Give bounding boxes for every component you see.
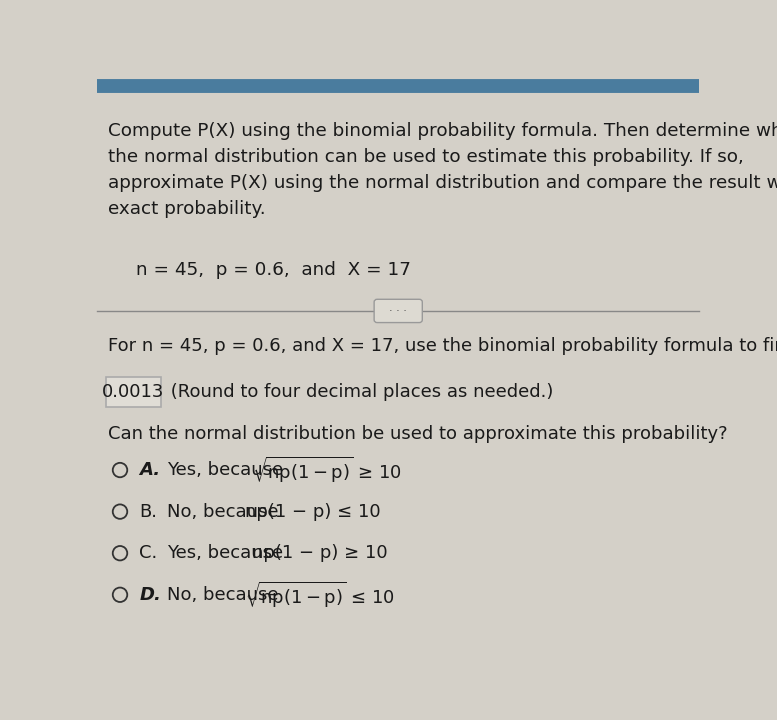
Text: Can the normal distribution be used to approximate this probability?: Can the normal distribution be used to a… <box>108 425 727 443</box>
Text: Yes, because: Yes, because <box>167 461 289 479</box>
Text: n = 45,  p = 0.6,  and  X = 17: n = 45, p = 0.6, and X = 17 <box>136 261 411 279</box>
Text: B.: B. <box>139 503 157 521</box>
FancyBboxPatch shape <box>375 300 423 323</box>
Text: np(1 − p) ≤ 10: np(1 − p) ≤ 10 <box>245 503 381 521</box>
Text: (Round to four decimal places as needed.): (Round to four decimal places as needed.… <box>166 384 553 402</box>
Text: $\sqrt{\mathsf{np(1-p)}}$ ≥ 10: $\sqrt{\mathsf{np(1-p)}}$ ≥ 10 <box>252 455 401 485</box>
Text: Yes, because: Yes, because <box>167 544 289 562</box>
Text: For n = 45, p = 0.6, and X = 17, use the binomial probability formula to find P(: For n = 45, p = 0.6, and X = 17, use the… <box>108 337 777 355</box>
FancyBboxPatch shape <box>106 377 161 408</box>
Text: Compute P(X) using the binomial probability formula. Then determine whether
the : Compute P(X) using the binomial probabil… <box>108 122 777 217</box>
Text: np(1 − p) ≥ 10: np(1 − p) ≥ 10 <box>252 544 387 562</box>
Text: 0.0013: 0.0013 <box>103 384 165 402</box>
Text: No, because: No, because <box>167 503 284 521</box>
Text: · · ·: · · · <box>389 306 407 316</box>
Text: No, because: No, because <box>167 586 284 604</box>
Text: A.: A. <box>139 461 160 479</box>
Text: $\sqrt{\mathsf{np(1-p)}}$ ≤ 10: $\sqrt{\mathsf{np(1-p)}}$ ≤ 10 <box>245 580 395 610</box>
Text: C.: C. <box>139 544 158 562</box>
Text: D.: D. <box>139 586 161 604</box>
